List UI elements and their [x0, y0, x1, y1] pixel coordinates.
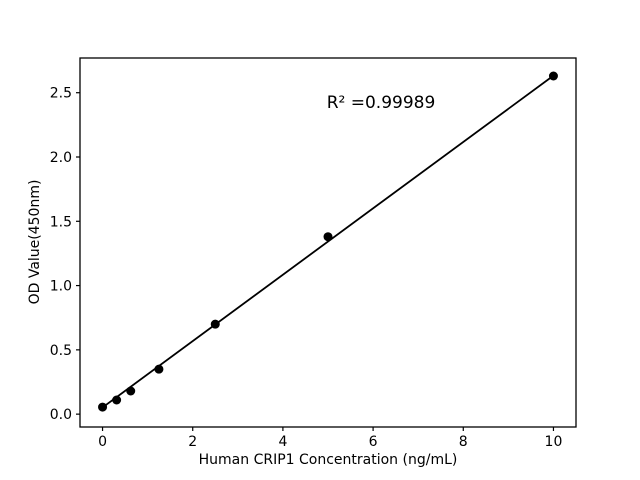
y-tick-label: 1.5 [50, 214, 72, 230]
data-point [548, 71, 558, 81]
data-point [154, 364, 164, 374]
data-point [210, 319, 220, 329]
x-axis-label: Human CRIP1 Concentration (ng/mL) [199, 452, 458, 468]
x-axis: 0 2 4 6 8 10 [98, 427, 562, 450]
y-axis-label: OD Value(450nm) [27, 180, 43, 305]
y-tick-label: 0.0 [50, 407, 72, 423]
regression-line [101, 74, 555, 409]
x-tick-label: 8 [459, 434, 468, 450]
data-points [98, 71, 558, 412]
y-tick-label: 2.5 [50, 86, 72, 102]
data-point [98, 402, 108, 412]
plot-border [79, 57, 577, 428]
x-tick-label: 0 [98, 434, 107, 450]
y-axis: 0.0 0.5 1.0 1.5 2.0 2.5 [50, 86, 80, 423]
data-point [126, 386, 136, 396]
y-tick-label: 2.0 [50, 150, 72, 166]
r-squared-annotation: R² =0.99989 [327, 93, 436, 113]
y-tick-label: 0.5 [50, 343, 72, 359]
x-tick-label: 2 [188, 434, 197, 450]
x-tick-label: 4 [278, 434, 287, 450]
data-point [112, 395, 122, 405]
data-point [323, 232, 333, 242]
x-tick-label: 6 [369, 434, 378, 450]
y-tick-label: 1.0 [50, 279, 72, 295]
x-tick-label: 10 [545, 434, 563, 450]
